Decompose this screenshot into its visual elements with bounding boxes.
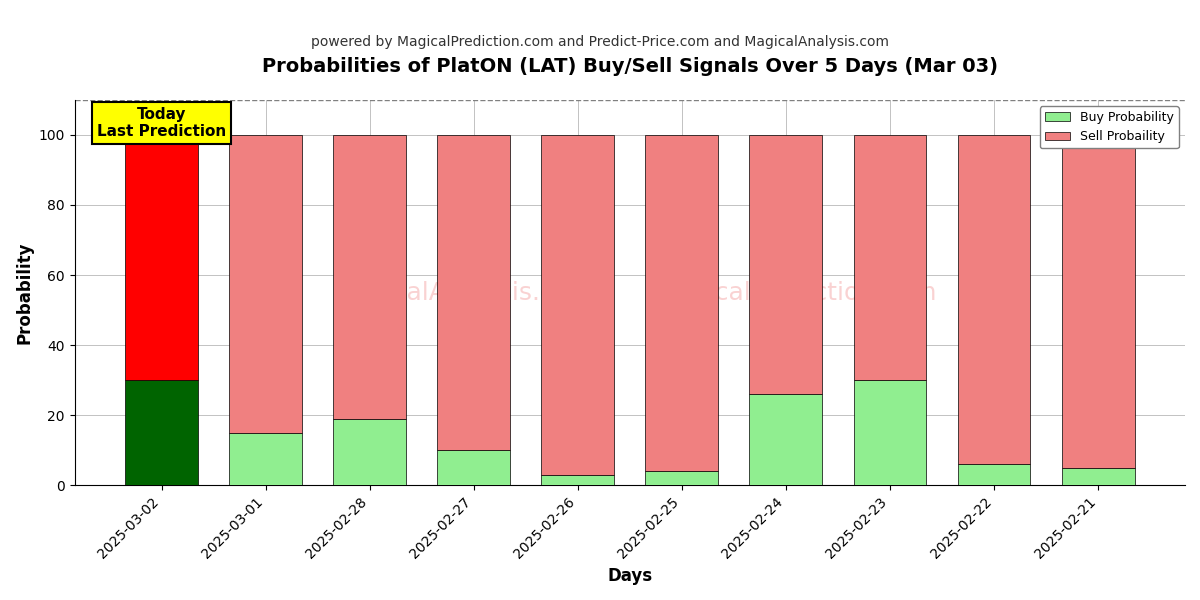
Title: Probabilities of PlatON (LAT) Buy/Sell Signals Over 5 Days (Mar 03): Probabilities of PlatON (LAT) Buy/Sell S… — [262, 57, 998, 76]
Text: MagicalPrediction.com: MagicalPrediction.com — [655, 281, 937, 305]
Bar — [853, 135, 926, 380]
Bar — [334, 135, 406, 419]
Bar — [958, 135, 1031, 464]
Bar — [437, 135, 510, 450]
Bar — [125, 135, 198, 380]
Bar — [646, 472, 719, 485]
Bar — [1062, 468, 1134, 485]
Bar — [229, 135, 302, 433]
Bar — [125, 380, 198, 485]
Bar — [1062, 135, 1134, 468]
X-axis label: Days: Days — [607, 567, 653, 585]
Bar — [750, 394, 822, 485]
Text: powered by MagicalPrediction.com and Predict-Price.com and MagicalAnalysis.com: powered by MagicalPrediction.com and Pre… — [311, 35, 889, 49]
Text: Today
Last Prediction: Today Last Prediction — [97, 107, 226, 139]
Y-axis label: Probability: Probability — [16, 241, 34, 344]
Text: MagicalAnalysis.com: MagicalAnalysis.com — [334, 281, 594, 305]
Bar — [853, 380, 926, 485]
Bar — [958, 464, 1031, 485]
Bar — [646, 135, 719, 472]
Legend: Buy Probability, Sell Probaility: Buy Probability, Sell Probaility — [1040, 106, 1178, 148]
Bar — [541, 135, 614, 475]
Bar — [750, 135, 822, 394]
Bar — [541, 475, 614, 485]
Bar — [229, 433, 302, 485]
Bar — [437, 450, 510, 485]
Bar — [334, 419, 406, 485]
